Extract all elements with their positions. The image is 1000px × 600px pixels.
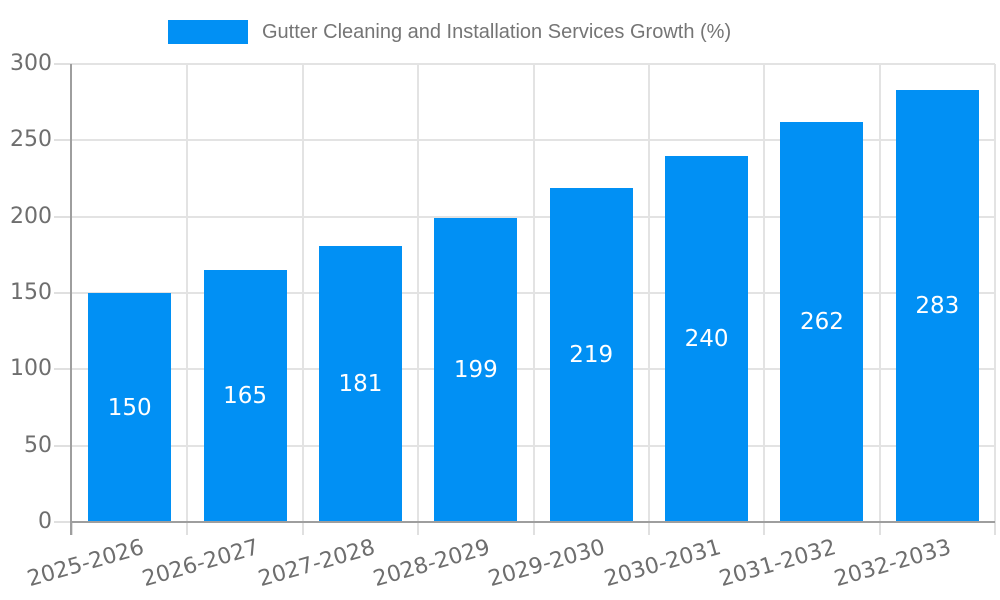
x-tick-mark — [417, 522, 420, 535]
bar — [88, 293, 172, 522]
bar-value-label: 199 — [453, 357, 498, 384]
y-tick-mark — [54, 521, 72, 523]
y-tick-label: 100 — [10, 356, 52, 382]
x-tick-label: 2028-2029 — [370, 535, 493, 593]
x-tick-mark — [763, 522, 766, 535]
y-tick-mark — [54, 444, 72, 447]
bar-value-label: 219 — [569, 341, 614, 368]
x-tick-mark — [647, 522, 650, 535]
bar — [549, 187, 633, 522]
x-tick-label: 2029-2030 — [485, 535, 609, 593]
bar — [434, 218, 518, 522]
y-tick-label: 200 — [10, 203, 52, 229]
bar — [203, 270, 287, 522]
x-tick-label: 2025-2026 — [24, 535, 147, 593]
v-gridline — [878, 64, 881, 522]
bar-value-label: 181 — [338, 370, 383, 397]
y-tick-mark — [54, 292, 72, 294]
bar — [895, 89, 979, 522]
y-tick-label: 0 — [38, 509, 52, 534]
v-gridline — [532, 64, 535, 522]
v-gridline — [763, 64, 766, 522]
x-tick-mark — [186, 522, 189, 535]
bar-value-label: 240 — [684, 325, 729, 352]
x-tick-mark — [71, 522, 73, 535]
x-tick-label: 2026-2027 — [139, 535, 262, 593]
bar — [318, 245, 402, 522]
y-tick-mark — [54, 63, 72, 65]
y-tick-label: 150 — [10, 280, 52, 305]
legend-label: Gutter Cleaning and Installation Service… — [262, 21, 732, 43]
legend-swatch — [168, 20, 248, 44]
bar-value-label: 283 — [915, 292, 960, 319]
v-gridline — [417, 64, 420, 522]
y-axis-line — [70, 64, 72, 535]
chart-legend: Gutter Cleaning and Installation Service… — [168, 20, 731, 44]
v-gridline — [647, 64, 650, 522]
y-tick-label: 50 — [24, 432, 52, 458]
v-gridline — [994, 64, 996, 522]
v-gridline — [186, 64, 189, 522]
y-tick-mark — [54, 215, 72, 218]
bar-value-label: 150 — [107, 394, 152, 421]
x-tick-label: 2032-2033 — [832, 535, 955, 593]
x-tick-label: 2031-2032 — [716, 535, 839, 593]
x-tick-mark — [994, 522, 996, 535]
bar-value-label: 165 — [223, 383, 268, 410]
y-tick-label: 250 — [10, 127, 52, 153]
y-tick-mark — [54, 368, 72, 371]
bar-value-label: 262 — [799, 309, 844, 335]
x-tick-mark — [301, 522, 304, 535]
x-tick-label: 2030-2031 — [601, 535, 724, 593]
bar — [780, 122, 864, 522]
y-tick-mark — [54, 139, 72, 142]
bar — [665, 155, 749, 522]
v-gridline — [301, 64, 304, 522]
x-tick-mark — [878, 522, 881, 535]
y-tick-label: 300 — [10, 51, 52, 76]
x-tick-label: 2027-2028 — [255, 535, 378, 593]
x-tick-mark — [532, 522, 535, 535]
x-axis-line — [70, 521, 995, 523]
